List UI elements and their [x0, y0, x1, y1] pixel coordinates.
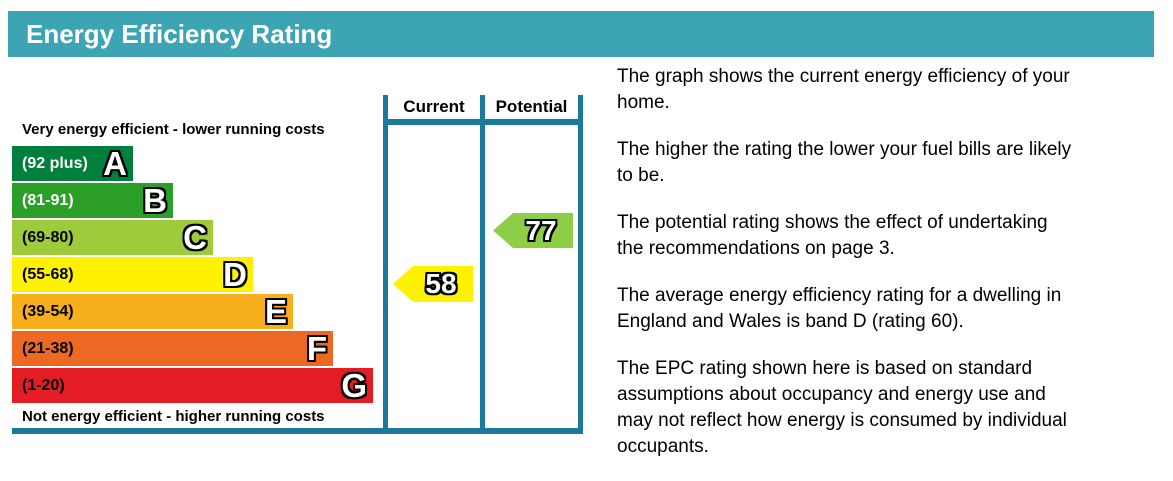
band-letter: G	[341, 367, 367, 404]
band-letter: F	[306, 330, 327, 367]
current-column-header: Current	[403, 97, 465, 116]
band-letter: A	[103, 145, 127, 182]
band-row-f: (21-38) F	[12, 331, 333, 366]
band-letter: B	[143, 182, 167, 219]
column-border-middle	[480, 95, 485, 434]
description-paragraph: The average energy efficiency rating for…	[617, 285, 1062, 332]
column-border-left	[383, 95, 388, 434]
band-range-label: (92 plus)	[22, 154, 88, 172]
band-range-label: (81-91)	[22, 191, 74, 209]
page-title: Energy Efficiency Rating	[26, 18, 333, 49]
potential-rating-value: 77	[525, 214, 557, 246]
description-text-block: The graph shows the current energy effic…	[617, 64, 1173, 481]
band-row-d: (55-68) D	[12, 257, 253, 292]
column-header-underline	[383, 119, 583, 125]
band-letter: D	[223, 256, 247, 293]
chart-bottom-note: Not energy efficient - higher running co…	[22, 408, 325, 425]
current-rating-arrow: 58	[393, 266, 473, 302]
band-letter: E	[264, 293, 287, 330]
band-row-e: (39-54) E	[12, 294, 293, 329]
band-range-label: (39-54)	[22, 302, 74, 320]
chart-top-note: Very energy efficient - lower running co…	[22, 121, 325, 138]
band-range-label: (21-38)	[22, 339, 74, 357]
description-paragraph: The graph shows the current energy effic…	[617, 66, 1070, 113]
page-title-bar: Energy Efficiency Rating	[8, 11, 1154, 57]
current-rating-value: 58	[425, 268, 457, 299]
chart-bottom-border	[12, 428, 583, 434]
potential-column-header: Potential	[495, 97, 568, 116]
description-paragraph: The EPC rating shown here is based on st…	[617, 358, 1067, 457]
epc-energy-efficiency-page: Energy Efficiency Rating Very energy eff…	[8, 11, 1154, 457]
band-range-label: (1-20)	[22, 376, 65, 394]
band-range-label: (55-68)	[22, 265, 74, 283]
band-range-label: (69-80)	[22, 228, 74, 246]
band-row-b: (81-91) B	[12, 183, 173, 218]
band-letter: C	[183, 219, 207, 256]
band-row-c: (69-80) C	[12, 220, 213, 255]
band-row-a: (92 plus) A	[12, 146, 133, 181]
band-row-g: (1-20) G	[12, 368, 373, 403]
description-paragraph: The higher the rating the lower your fue…	[617, 139, 1072, 186]
description-paragraph: The potential rating shows the effect of…	[617, 212, 1048, 259]
potential-rating-arrow: 77	[493, 213, 573, 248]
column-border-right	[578, 95, 583, 434]
